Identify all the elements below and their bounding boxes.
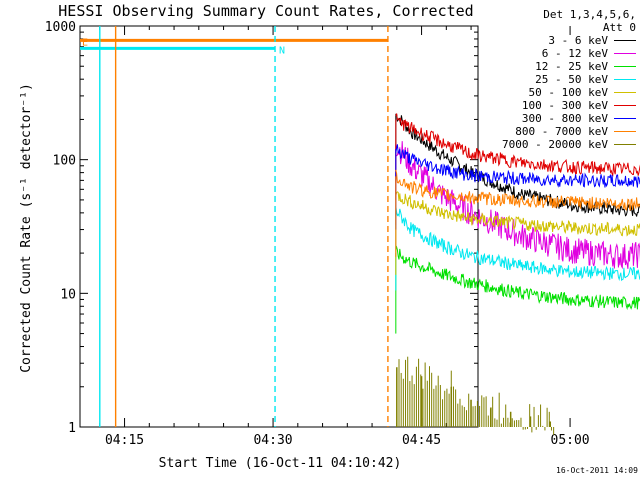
legend-header-attenuator: Att 0 <box>602 21 636 34</box>
legend-entry: 6 - 12 keV <box>470 47 636 60</box>
legend-entry-label: 100 - 300 keV <box>521 99 608 112</box>
series-line <box>395 141 640 270</box>
legend-entry-swatch <box>614 118 636 119</box>
legend-entry-label: 300 - 800 keV <box>521 112 608 125</box>
flag-label: N <box>279 45 285 56</box>
legend-entry-label: 7000 - 20000 keV <box>502 138 608 151</box>
x-tick-label: 04:15 <box>105 433 144 448</box>
series-line <box>395 205 640 282</box>
legend-entries: 3 - 6 keV 6 - 12 keV 12 - 25 keV 25 - 50 ke… <box>470 34 636 151</box>
y-tick-label: 1000 <box>45 20 76 35</box>
legend-entry-swatch <box>614 144 636 145</box>
legend-entry: 800 - 7000 keV <box>470 125 636 138</box>
footer-timestamp: 16-Oct-2011 14:09 <box>556 466 638 475</box>
legend-entry-label: 6 - 12 keV <box>541 47 608 60</box>
legend-entry-label: 12 - 25 keV <box>535 60 608 73</box>
legend-entry-swatch <box>614 40 636 41</box>
legend-entry-swatch <box>614 105 636 106</box>
x-tick-label: 04:45 <box>402 433 441 448</box>
legend-entry-swatch <box>614 79 636 80</box>
legend-entry-swatch <box>614 131 636 132</box>
legend-entry-label: 50 - 100 keV <box>528 86 608 99</box>
legend-entry-label: 800 - 7000 keV <box>515 125 608 138</box>
legend-entry: 3 - 6 keV <box>470 34 636 47</box>
y-tick-label: 1 <box>68 421 76 436</box>
flag-label: E <box>82 37 88 48</box>
legend-entry-label: 25 - 50 keV <box>535 73 608 86</box>
series-line <box>395 169 640 211</box>
x-axis-label: Start Time (16-Oct-11 04:10:42) <box>159 456 402 471</box>
legend-header-detectors: Det 1,3,4,5,6, <box>543 8 636 21</box>
x-tick-label: 04:30 <box>253 433 292 448</box>
legend-entry: 25 - 50 keV <box>470 73 636 86</box>
legend-entry-swatch <box>614 92 636 93</box>
y-axis-label: Corrected Count Rate (s⁻¹ detector⁻¹) <box>19 83 34 373</box>
legend-entry: 50 - 100 keV <box>470 86 636 99</box>
x-tick-label: 05:00 <box>551 433 590 448</box>
legend: Det 1,3,4,5,6, Att 0 3 - 6 keV 6 - 12 keV… <box>470 8 636 151</box>
legend-entry: 300 - 800 keV <box>470 112 636 125</box>
legend-entry-swatch <box>614 53 636 54</box>
legend-entry: 12 - 25 keV <box>470 60 636 73</box>
plot-area: 110100100004:1504:3004:4505:0005:1505:30… <box>45 20 640 448</box>
chart-title: HESSI Observing Summary Count Rates, Cor… <box>58 2 473 20</box>
series-line <box>395 144 640 188</box>
y-tick-label: 10 <box>60 287 76 302</box>
legend-entry-swatch <box>614 66 636 67</box>
legend-entry-label: 3 - 6 keV <box>548 34 608 47</box>
legend-entry: 7000 - 20000 keV <box>470 138 636 151</box>
series-line <box>395 113 640 177</box>
series-line <box>395 191 640 237</box>
legend-entry: 100 - 300 keV <box>470 99 636 112</box>
series-line <box>395 245 640 311</box>
y-tick-label: 100 <box>53 154 76 169</box>
